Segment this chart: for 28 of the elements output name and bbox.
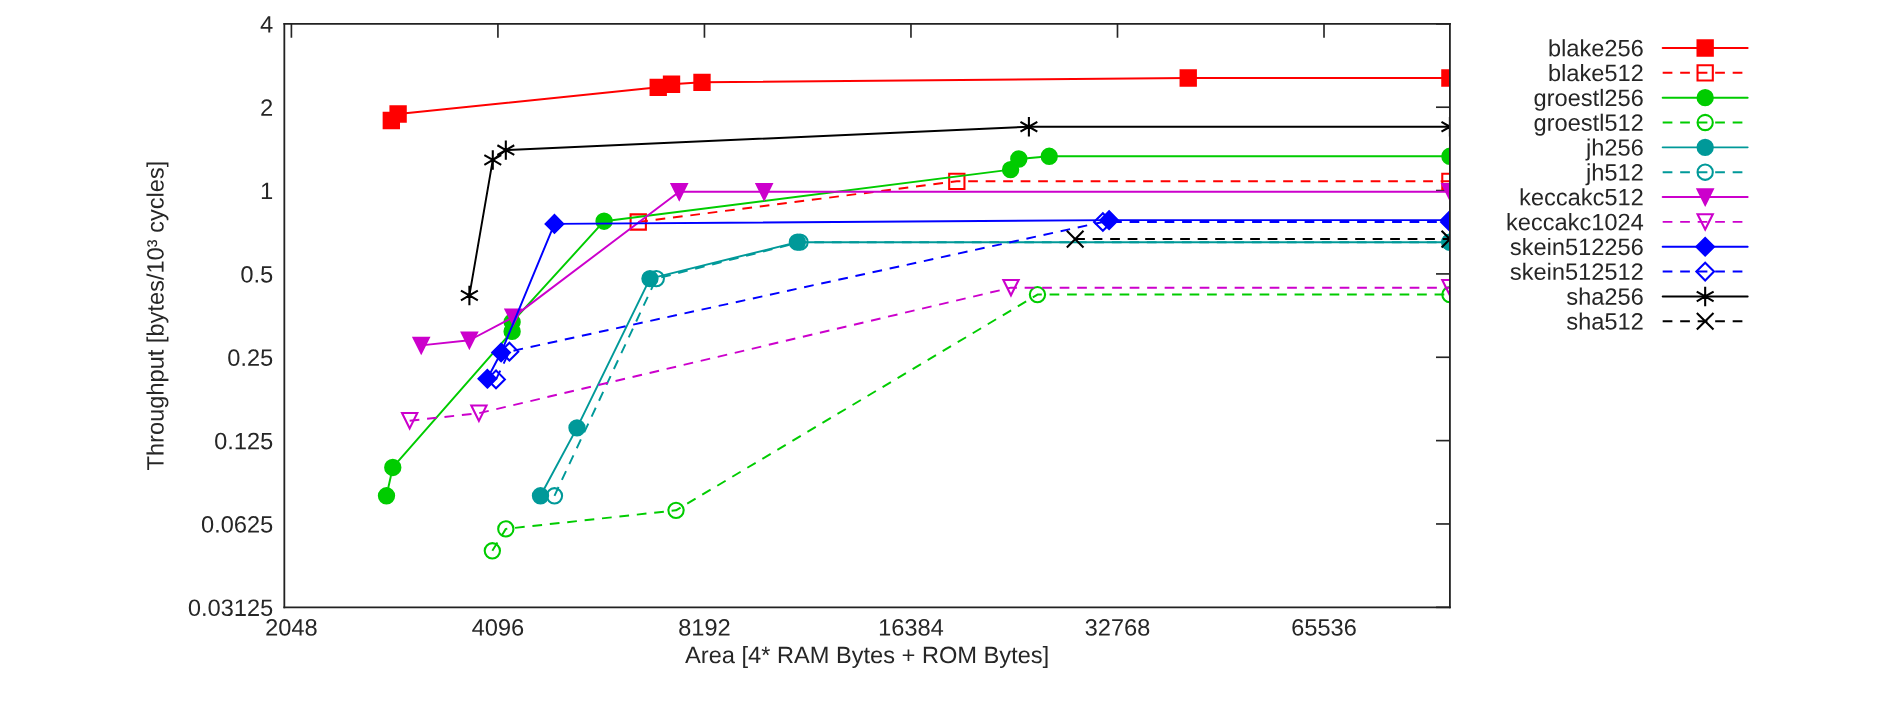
legend-label: sha512 (1566, 312, 1643, 330)
legend-label: groestl256 (1534, 88, 1643, 111)
x-tick-label: 2048 (266, 619, 317, 636)
x-tick-label: 65536 (1292, 619, 1356, 636)
y-tick-label: 4 (260, 16, 273, 33)
legend-label: jh256 (1585, 138, 1643, 161)
legend-label: keccakc1024 (1507, 213, 1644, 231)
x-tick-label: 4096 (472, 619, 524, 636)
legend-label: skein512256 (1510, 237, 1643, 256)
y-tick-label: 0.0625 (201, 516, 273, 533)
legend-label: keccakc512 (1520, 188, 1643, 206)
legend-label: sha256 (1566, 287, 1643, 305)
y-tick-label: 0.25 (228, 349, 273, 367)
legend-label: skein512512 (1510, 262, 1643, 281)
y-tick-label: 0.03125 (188, 599, 273, 617)
legend-label: blake256 (1549, 39, 1643, 57)
y-tick-label: 2 (261, 99, 273, 116)
y-tick-label: 0.125 (215, 432, 273, 450)
x-axis-title: Area [4* RAM Bytes + ROM Bytes] (685, 646, 1048, 669)
legend-label: jh512 (1585, 163, 1643, 186)
x-tick-label: 8192 (679, 619, 730, 636)
x-tick-label: 16384 (879, 619, 944, 636)
y-tick-label: 1 (261, 182, 273, 200)
y-axis-title: Throughput [bytes/10³ cycles] (146, 162, 169, 470)
legend-label: blake512 (1549, 63, 1643, 82)
legend-label: groestl512 (1534, 113, 1643, 136)
y-tick-label: 0.5 (241, 265, 273, 283)
x-tick-label: 32768 (1085, 619, 1150, 636)
